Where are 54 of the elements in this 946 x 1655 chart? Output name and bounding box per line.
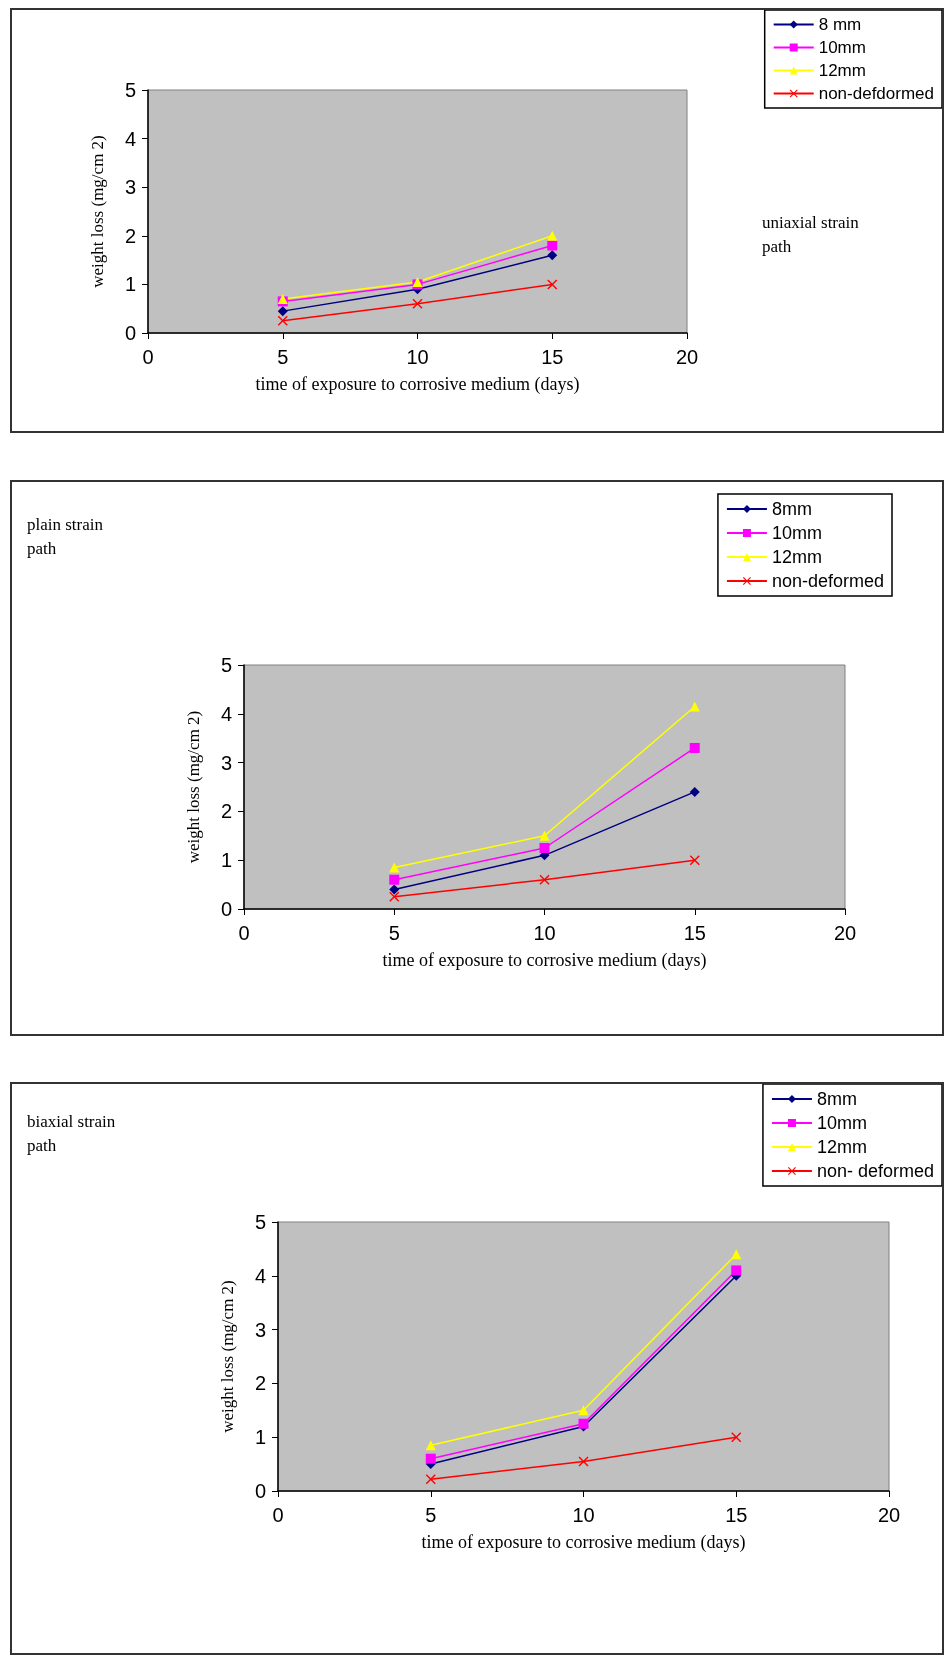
y-tick-label: 2: [254, 1372, 266, 1395]
legend-label: 10mm: [816, 1113, 867, 1133]
x-tick-label: 15: [541, 346, 564, 368]
y-axis-title: weight loss (mg/cm 2): [218, 1280, 237, 1433]
y-tick-label: 1: [254, 1426, 266, 1449]
x-tick-label: 15: [683, 922, 706, 944]
x-axis-title: time of exposure to corrosive medium (days): [382, 950, 707, 971]
legend-label: 12mm: [816, 1137, 867, 1157]
y-tick-label: 3: [254, 1318, 266, 1341]
y-tick-label: 0: [124, 322, 136, 344]
y-tick-label: 0: [220, 898, 232, 920]
x-tick-label: 20: [675, 346, 699, 368]
x-tick-label: 5: [425, 1504, 437, 1526]
x-tick-label: 0: [272, 1504, 284, 1526]
x-tick-label: 5: [388, 922, 400, 944]
legend-label: 10mm: [771, 523, 822, 543]
y-tick-label: 5: [254, 1211, 266, 1233]
legend-label: non-deformed: [771, 571, 885, 591]
y-tick-label: 1: [124, 273, 136, 296]
legend-label: non-defdormed: [818, 84, 935, 103]
legend-label: 8mm: [771, 499, 812, 519]
x-tick-label: 15: [725, 1504, 748, 1526]
text: plain strain path: [27, 514, 104, 558]
legend-label: 8 mm: [818, 15, 862, 34]
y-axis-title: weight loss (mg/cm 2): [184, 710, 203, 864]
x-tick-label: 10: [406, 346, 429, 368]
y-tick-label: 3: [124, 176, 136, 199]
y-tick-label: 4: [124, 127, 136, 150]
legend-label: 10mm: [818, 38, 866, 57]
x-axis-title: time of exposure to corrosive medium (days): [421, 1532, 746, 1553]
y-tick-label: 4: [254, 1264, 266, 1287]
x-tick-label: 10: [572, 1504, 595, 1526]
y-tick-label: 2: [220, 800, 232, 823]
y-tick-label: 2: [124, 224, 136, 247]
y-tick-label: 1: [220, 849, 232, 872]
text: biaxial strain path: [27, 1111, 116, 1155]
y-tick-label: 4: [220, 702, 232, 725]
legend-label: 8mm: [816, 1089, 857, 1109]
x-tick-label: 0: [142, 346, 154, 368]
y-tick-label: 5: [124, 79, 136, 101]
legend-label: non- deformed: [816, 1161, 935, 1181]
legend-label: 12mm: [818, 61, 866, 80]
y-tick-label: 3: [220, 751, 232, 774]
x-tick-label: 20: [833, 922, 857, 944]
x-axis-title: time of exposure to corrosive medium (days): [255, 374, 580, 395]
legend-label: 12mm: [771, 547, 822, 567]
y-tick-label: 5: [220, 654, 232, 676]
x-tick-label: 20: [877, 1504, 901, 1526]
text: uniaxial strain path: [762, 212, 860, 256]
y-axis-title: weight loss (mg/cm 2): [88, 135, 107, 288]
x-tick-label: 10: [533, 922, 556, 944]
y-tick-label: 0: [254, 1480, 266, 1502]
x-tick-label: 5: [277, 346, 289, 368]
x-tick-label: 0: [238, 922, 250, 944]
